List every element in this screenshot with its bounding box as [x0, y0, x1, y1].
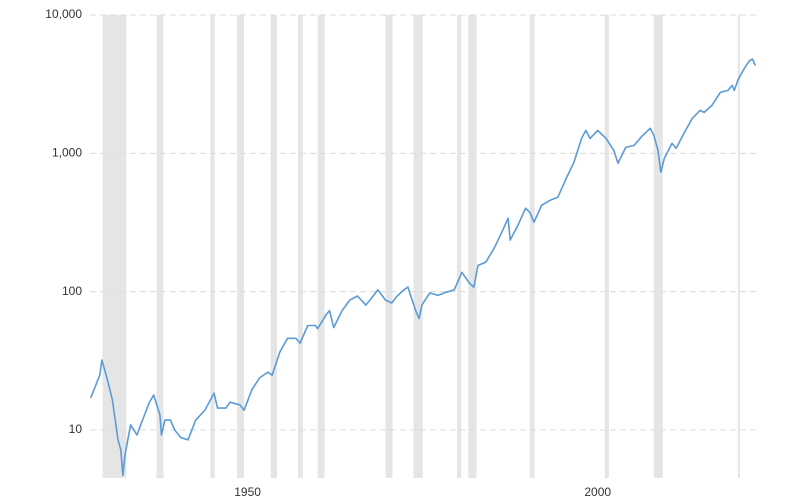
recession-band	[210, 15, 215, 478]
recession-band	[156, 15, 164, 478]
price-line	[89, 58, 757, 477]
x-tick-label: 2000	[584, 485, 611, 499]
recession-band	[737, 15, 740, 478]
recession-band	[297, 15, 303, 478]
recession-band	[413, 15, 423, 478]
x-tick-label: 1950	[234, 485, 261, 499]
recession-band	[468, 15, 477, 478]
recession-band	[385, 15, 393, 478]
recession-band	[653, 15, 663, 478]
y-tick-label: 100	[62, 284, 82, 298]
recession-band	[102, 15, 127, 478]
recession-band	[604, 15, 609, 478]
y-tick-label: 1,000	[52, 146, 82, 160]
recession-band	[237, 15, 245, 478]
recession-band	[529, 15, 535, 478]
recession-band	[317, 15, 325, 478]
recession-band	[270, 15, 277, 478]
recession-band	[456, 15, 462, 478]
y-tick-label: 10,000	[45, 7, 82, 21]
y-tick-label: 10	[69, 422, 83, 436]
